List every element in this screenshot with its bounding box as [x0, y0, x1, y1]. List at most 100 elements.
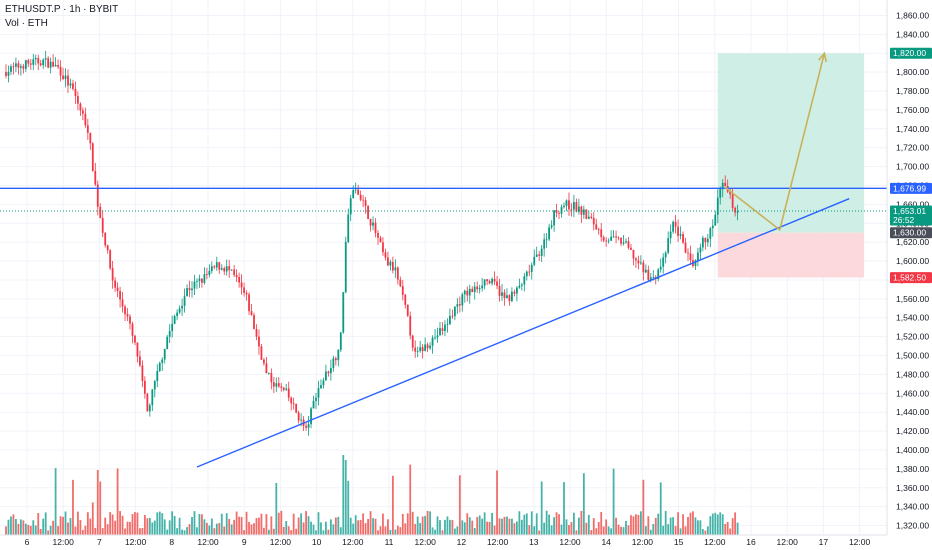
candle-body	[476, 286, 479, 290]
volume-bar	[379, 526, 382, 535]
candle	[27, 58, 30, 67]
volume-bar	[520, 519, 523, 535]
candle	[186, 284, 188, 297]
volume-bar	[173, 516, 176, 535]
volume-bar	[501, 518, 503, 535]
volume-bar	[178, 517, 181, 535]
candle-body	[235, 275, 238, 278]
volume-bar	[607, 526, 610, 535]
volume-bar	[15, 519, 17, 535]
volume-bar	[337, 516, 340, 535]
volume-bar	[198, 513, 201, 535]
candle-body	[625, 241, 627, 243]
volume-bar	[126, 521, 129, 535]
candle	[617, 236, 620, 241]
volume-bar	[148, 517, 151, 535]
volume-bar	[456, 526, 459, 535]
volume-bar	[12, 514, 15, 535]
candle-body	[369, 218, 372, 226]
candle	[590, 212, 593, 220]
candle	[352, 185, 355, 199]
candle	[89, 132, 92, 150]
volume-bar	[553, 517, 555, 535]
volume-bar	[399, 527, 402, 535]
volume-bar	[401, 513, 404, 535]
volume-bar	[424, 515, 427, 535]
volume-bar	[47, 530, 50, 535]
volume-bar	[396, 525, 399, 535]
volume-bar	[590, 530, 593, 535]
candle-body	[332, 358, 335, 368]
volume-legend[interactable]: Vol · ETH	[5, 18, 48, 29]
volume-bar	[630, 515, 632, 535]
candle-body	[530, 264, 533, 272]
candle-body	[253, 315, 255, 329]
price-tick-label: 1,380.00	[896, 464, 929, 474]
candle	[171, 315, 174, 338]
volume-bar	[664, 510, 667, 535]
candle	[468, 284, 471, 304]
candle	[32, 53, 35, 71]
candle	[709, 226, 712, 248]
candle	[248, 292, 250, 315]
volume-bar	[203, 519, 206, 535]
candle	[498, 278, 501, 302]
volume-bar	[235, 511, 238, 535]
volume-bar	[622, 527, 625, 535]
candle-body	[511, 291, 513, 302]
candle	[131, 321, 134, 344]
volume-bar	[243, 530, 245, 535]
volume-bar	[332, 524, 335, 535]
candle-body	[639, 262, 642, 264]
volume-bar	[409, 464, 412, 535]
projection-path	[724, 53, 826, 232]
volume-bar	[322, 530, 325, 535]
candle	[64, 68, 67, 88]
candle-body	[310, 408, 312, 425]
candle	[253, 312, 255, 330]
candle-body	[74, 88, 77, 97]
volume-bar	[218, 523, 221, 535]
candle	[729, 188, 732, 199]
candle	[129, 314, 131, 330]
candle	[287, 381, 290, 402]
candle	[364, 196, 367, 214]
candle-body	[486, 279, 489, 282]
price-tick-label: 1,740.00	[896, 124, 929, 134]
price-tick-label: 1,500.00	[896, 351, 929, 361]
candle	[508, 294, 511, 306]
candle	[267, 372, 270, 375]
candle-body	[277, 383, 280, 387]
candle-body	[560, 207, 563, 214]
candle-body	[317, 388, 320, 398]
candle	[106, 244, 109, 254]
volume-bar	[94, 527, 97, 535]
candle-body	[496, 281, 498, 286]
candle-body	[535, 254, 538, 257]
volume-bar	[486, 521, 489, 535]
symbol-title[interactable]: ETHUSDT.P · 1h · BYBIT	[5, 4, 119, 15]
candle-body	[503, 292, 506, 299]
volume-bar	[449, 519, 451, 535]
time-tick-label: 11	[385, 537, 394, 547]
volume-bar	[667, 524, 670, 535]
volume-bar	[672, 517, 675, 535]
volume-bar	[635, 514, 637, 535]
candle	[481, 277, 484, 292]
candle-body	[292, 403, 295, 405]
candle-body	[706, 238, 709, 243]
candle	[478, 284, 481, 294]
candle	[292, 397, 295, 410]
candle-body	[143, 380, 146, 394]
candle-body	[334, 358, 337, 361]
volume-bar	[540, 481, 543, 535]
time-tick-label: 8	[169, 537, 174, 547]
volume-bar	[374, 518, 377, 535]
candle-body	[394, 267, 397, 271]
candle-body	[404, 294, 407, 305]
candle	[573, 194, 575, 218]
candle-body	[565, 200, 568, 206]
candle-body	[600, 229, 603, 238]
time-tick-label: 12:00	[487, 537, 509, 547]
